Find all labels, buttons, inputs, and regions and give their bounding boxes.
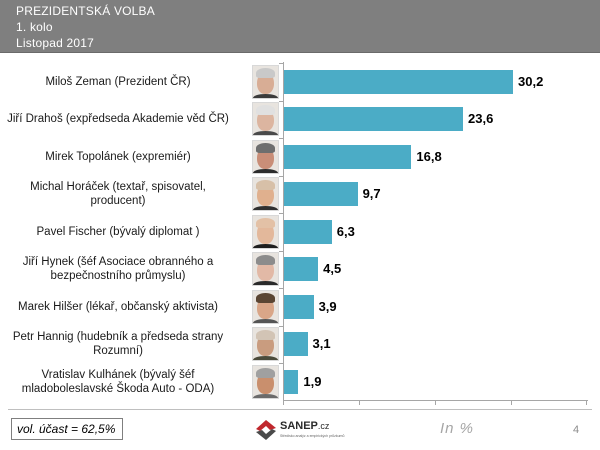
bar <box>284 69 514 94</box>
page-number: 4 <box>573 424 580 436</box>
category-label-line: Miloš Zeman (Prezident ČR) <box>45 75 191 88</box>
category-label: Miloš Zeman (Prezident ČR) <box>0 75 238 89</box>
category-label-line: mladoboleslavské Škoda Auto - ODA) <box>21 382 215 395</box>
category-label-line: Marek Hilšer (lékař, občanský aktivista) <box>17 300 219 313</box>
photo-shoulders <box>253 131 278 135</box>
x-tick-20 <box>434 400 436 405</box>
y-tick <box>279 213 283 214</box>
category-label: Mirek Topolánek (expremiér) <box>0 150 238 164</box>
x-tick-30 <box>510 400 512 405</box>
photo-hair <box>256 67 275 78</box>
photo-hair <box>256 217 275 228</box>
bar <box>284 182 358 207</box>
candidate-photo <box>252 364 279 399</box>
data-label: 9,7 <box>362 186 381 202</box>
data-label: 1,9 <box>303 373 322 389</box>
slide-header: PREZIDENTSKÁ VOLBA 1. kolo Listopad 2017 <box>0 0 600 53</box>
y-tick <box>279 363 283 364</box>
slide-round: 1. kolo <box>16 20 53 34</box>
slide-date: Listopad 2017 <box>16 36 94 50</box>
bar <box>284 369 299 394</box>
photo-shoulders <box>253 243 278 248</box>
data-label: 6,3 <box>336 223 355 239</box>
turnout-box: vol. účast = 62,5% <box>11 418 123 440</box>
category-label: Vratislav Kulhánek (bývalý šéf mladoboles… <box>0 368 238 396</box>
candidate-photo <box>252 102 279 136</box>
category-label-line: Petr Hannig (hudebník a předseda strany <box>12 331 224 344</box>
category-label-line: Pavel Fischer (bývalý diplomat ) <box>36 225 200 238</box>
x-tick-40 <box>586 400 588 405</box>
bar <box>284 294 314 319</box>
category-label: Pavel Fischer (bývalý diplomat ) <box>0 225 238 239</box>
logo-tagline: Středisko analýz a empirických průzkumů <box>280 434 345 438</box>
category-label-line: Rozumní) <box>93 345 143 358</box>
category-label-line: bezpečnostního průmyslu) <box>50 270 186 283</box>
footer-divider <box>8 409 592 410</box>
y-tick <box>279 176 283 177</box>
category-label-line: Vratislav Kulhánek (bývalý šéf <box>41 368 195 381</box>
category-label: Petr Hannig (hudebník a předseda strany R… <box>0 330 238 358</box>
logo-text: SANEP.cz <box>280 420 329 432</box>
category-label: Jiří Drahoš (expředseda Akademie věd ČR) <box>0 112 238 126</box>
data-label: 16,8 <box>416 148 442 164</box>
data-label: 3,1 <box>312 336 331 352</box>
photo-hair <box>256 105 275 115</box>
photo-hair <box>256 180 275 190</box>
data-label: 30,2 <box>518 73 544 89</box>
photo-shoulders <box>253 281 278 285</box>
logo-name: SANEP <box>280 420 318 432</box>
y-axis-line <box>283 62 284 400</box>
category-label-line: Michal Horáček (textař, spisovatel, <box>30 181 206 194</box>
category-label-line: producent) <box>90 195 146 208</box>
data-label: 4,5 <box>323 261 342 277</box>
photo-shoulders <box>253 206 278 210</box>
category-label-line: Jiří Hynek (šéf Asociace obranného a <box>22 256 214 269</box>
slide-title: PREZIDENTSKÁ VOLBA <box>16 4 155 18</box>
sanep-logo: SANEP.cz Středisko analýz a empirických … <box>254 418 354 444</box>
y-tick <box>279 101 283 102</box>
x-tick-0 <box>283 400 284 405</box>
photo-hair <box>256 292 275 303</box>
candidate-photo <box>252 177 279 211</box>
bar <box>284 219 332 244</box>
photo-hair <box>256 142 275 153</box>
category-label-line: Mirek Topolánek (expremiér) <box>45 150 191 163</box>
data-label: 23,6 <box>468 111 494 127</box>
x-tick-10 <box>358 400 360 405</box>
y-tick <box>279 288 283 289</box>
photo-shoulders <box>253 168 278 173</box>
y-tick <box>279 251 283 252</box>
y-tick <box>279 138 283 139</box>
photo-shoulders <box>253 356 278 360</box>
category-label-line: Jiří Drahoš (expředseda Akademie věd ČR) <box>7 113 229 126</box>
unit-label: In % <box>440 420 475 437</box>
y-tick <box>279 63 283 64</box>
data-label: 3,9 <box>318 298 337 314</box>
bar <box>284 332 308 357</box>
photo-shoulders <box>253 93 278 98</box>
sanep-logo-icon <box>256 420 276 440</box>
photo-shoulders <box>253 318 278 323</box>
photo-hair <box>256 330 275 340</box>
bar <box>284 144 412 169</box>
candidate-photo <box>252 64 279 99</box>
bar <box>284 107 463 132</box>
logo-domain: .cz <box>317 421 330 431</box>
candidate-photo <box>252 327 279 361</box>
category-label: Jiří Hynek (šéf Asociace obranného a bezp… <box>0 255 238 283</box>
photo-shoulders <box>253 393 278 398</box>
category-label: Michal Horáček (textař, spisovatel, produ… <box>0 180 238 208</box>
bar <box>284 257 319 282</box>
candidate-photo <box>252 252 279 286</box>
category-label: Marek Hilšer (lékař, občanský aktivista) <box>0 300 238 314</box>
photo-hair <box>256 255 275 265</box>
candidate-photo <box>252 214 279 249</box>
photo-hair <box>256 367 275 378</box>
candidate-photo <box>252 139 279 174</box>
y-tick <box>279 326 283 327</box>
candidate-photo <box>252 289 279 324</box>
